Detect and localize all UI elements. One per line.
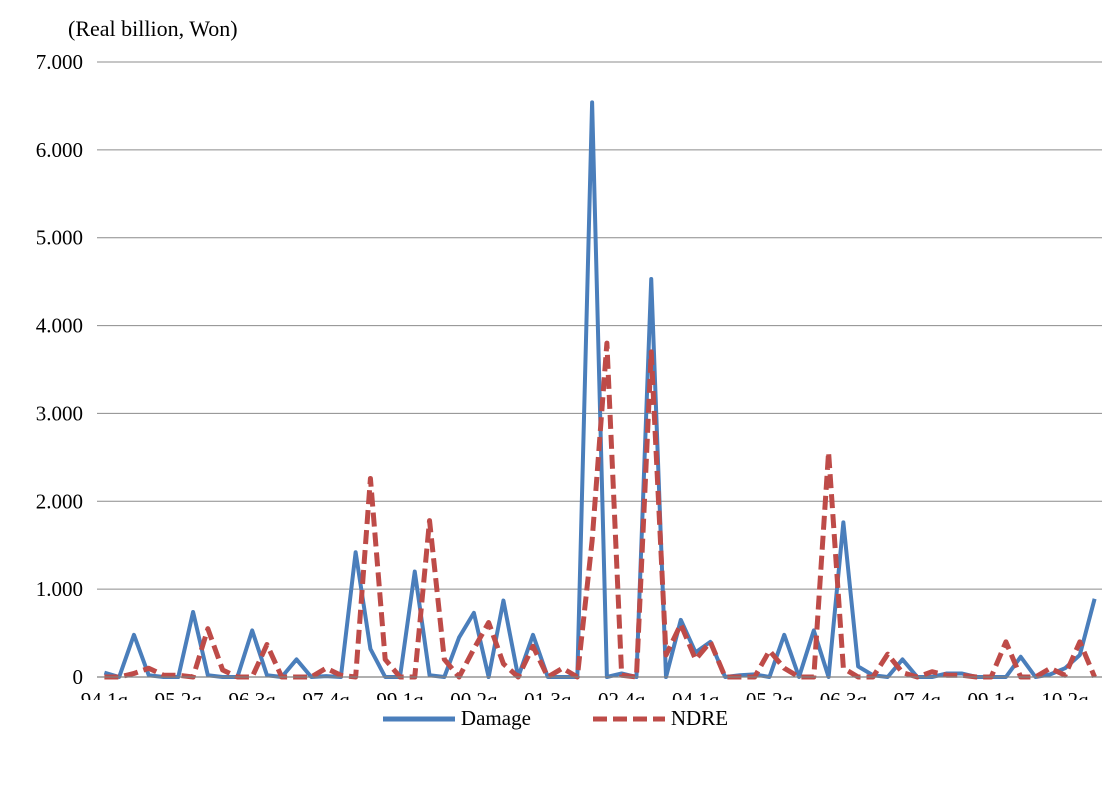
series-line-damage	[103, 100, 1097, 679]
legend: Damage NDRE	[0, 706, 1109, 731]
x-tick-label: 96.3q	[229, 688, 277, 700]
x-tick-label: 01.3q	[524, 688, 572, 700]
series-group	[103, 100, 1097, 680]
legend-item-ndre: NDRE	[591, 706, 728, 731]
x-tick-label: 10.2q	[1041, 688, 1089, 700]
y-tick-label: 6.000	[36, 138, 83, 162]
series-line-ndre	[104, 340, 1097, 680]
y-tick-label: 3.000	[36, 401, 83, 425]
x-tick-label: 09.1q	[968, 688, 1016, 700]
y-tick-label: 7.000	[36, 50, 83, 74]
unit-label: (Real billion, Won)	[68, 16, 238, 41]
x-tick-label: 94.1q	[81, 688, 129, 700]
y-axis-ticks: 0 1.000 2.000 3.000 4.000 5.000 6.000 7.000	[36, 50, 83, 689]
legend-item-damage: Damage	[381, 706, 531, 731]
line-chart: 0 1.000 2.000 3.000 4.000 5.000 6.000 7.000 94.…	[36, 50, 1102, 700]
x-tick-label: 02.4q	[598, 688, 646, 700]
legend-label-damage: Damage	[460, 706, 531, 730]
x-tick-label: 00.2q	[450, 688, 498, 700]
x-tick-label: 05.2q	[746, 688, 794, 700]
legend-label-ndre: NDRE	[670, 706, 729, 730]
legend-swatch-ndre	[592, 716, 665, 721]
x-tick-label: 07.4q	[894, 688, 942, 700]
x-tick-label: 06.3q	[820, 688, 868, 700]
y-tick-label: 0	[73, 665, 84, 689]
x-tick-label: 04.1q	[672, 688, 720, 700]
y-tick-label: 1.000	[36, 577, 83, 601]
x-tick-label: 99.1q	[376, 688, 424, 700]
x-tick-label: 95.2q	[155, 688, 203, 700]
legend-swatch-damage	[382, 716, 455, 721]
x-tick-label: 97.4q	[302, 688, 350, 700]
y-tick-label: 5.000	[36, 226, 83, 250]
y-tick-label: 2.000	[36, 489, 83, 513]
y-tick-label: 4.000	[36, 314, 83, 338]
x-axis-ticks: 94.1q 95.2q 96.3q 97.4q 99.1q 00.2q 01.3q 02.4q…	[81, 688, 1089, 700]
